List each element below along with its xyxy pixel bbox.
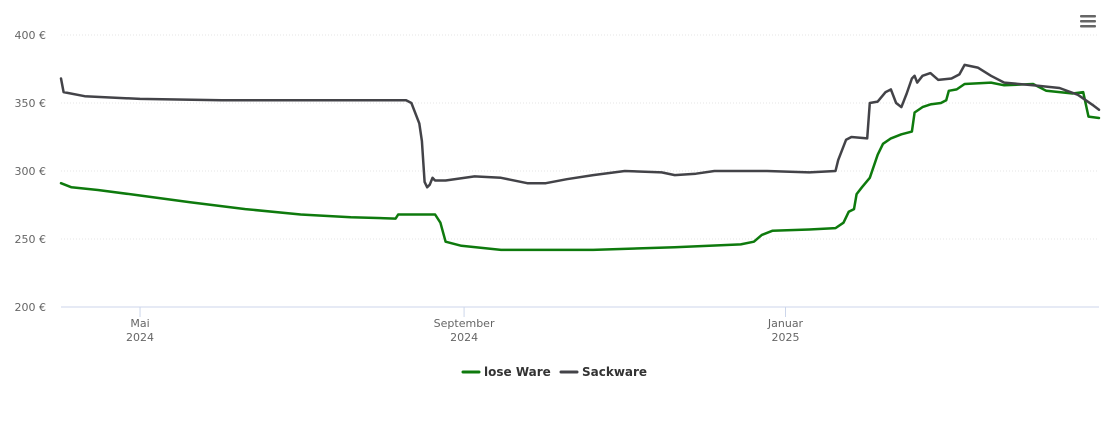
- legend-label: lose Ware: [484, 365, 551, 379]
- x-tick-month: Mai: [130, 317, 149, 330]
- legend-label: Sackware: [582, 365, 647, 379]
- y-tick-label: 200 €: [15, 301, 47, 314]
- y-tick-label: 350 €: [15, 97, 47, 110]
- x-tick-month: September: [434, 317, 495, 330]
- x-tick-year: 2025: [771, 331, 799, 344]
- legend: lose Ware Sackware: [461, 365, 647, 379]
- legend-item-sackware[interactable]: Sackware: [559, 365, 647, 379]
- y-tick-label: 400 €: [15, 29, 47, 42]
- y-axis: 200 € 250 € 300 € 350 € 400 €: [15, 29, 47, 314]
- x-tick: Mai 2024: [126, 307, 154, 344]
- y-tick-label: 300 €: [15, 165, 47, 178]
- series-line-lose-ware: [59, 81, 1101, 252]
- x-tick: Januar 2025: [767, 307, 804, 344]
- grid-lines: [61, 34, 1099, 240]
- x-tick-year: 2024: [450, 331, 478, 344]
- x-axis: Mai 2024 September 2024 Januar 2025: [126, 307, 804, 344]
- x-tick-month: Januar: [767, 317, 804, 330]
- y-tick-label: 250 €: [15, 233, 47, 246]
- legend-item-lose-ware[interactable]: lose Ware: [461, 365, 551, 379]
- x-tick-year: 2024: [126, 331, 154, 344]
- hamburger-menu-icon[interactable]: [1076, 10, 1100, 34]
- series-lines: [59, 63, 1101, 252]
- series-line-sackware: [59, 63, 1101, 189]
- x-tick: September 2024: [434, 307, 495, 344]
